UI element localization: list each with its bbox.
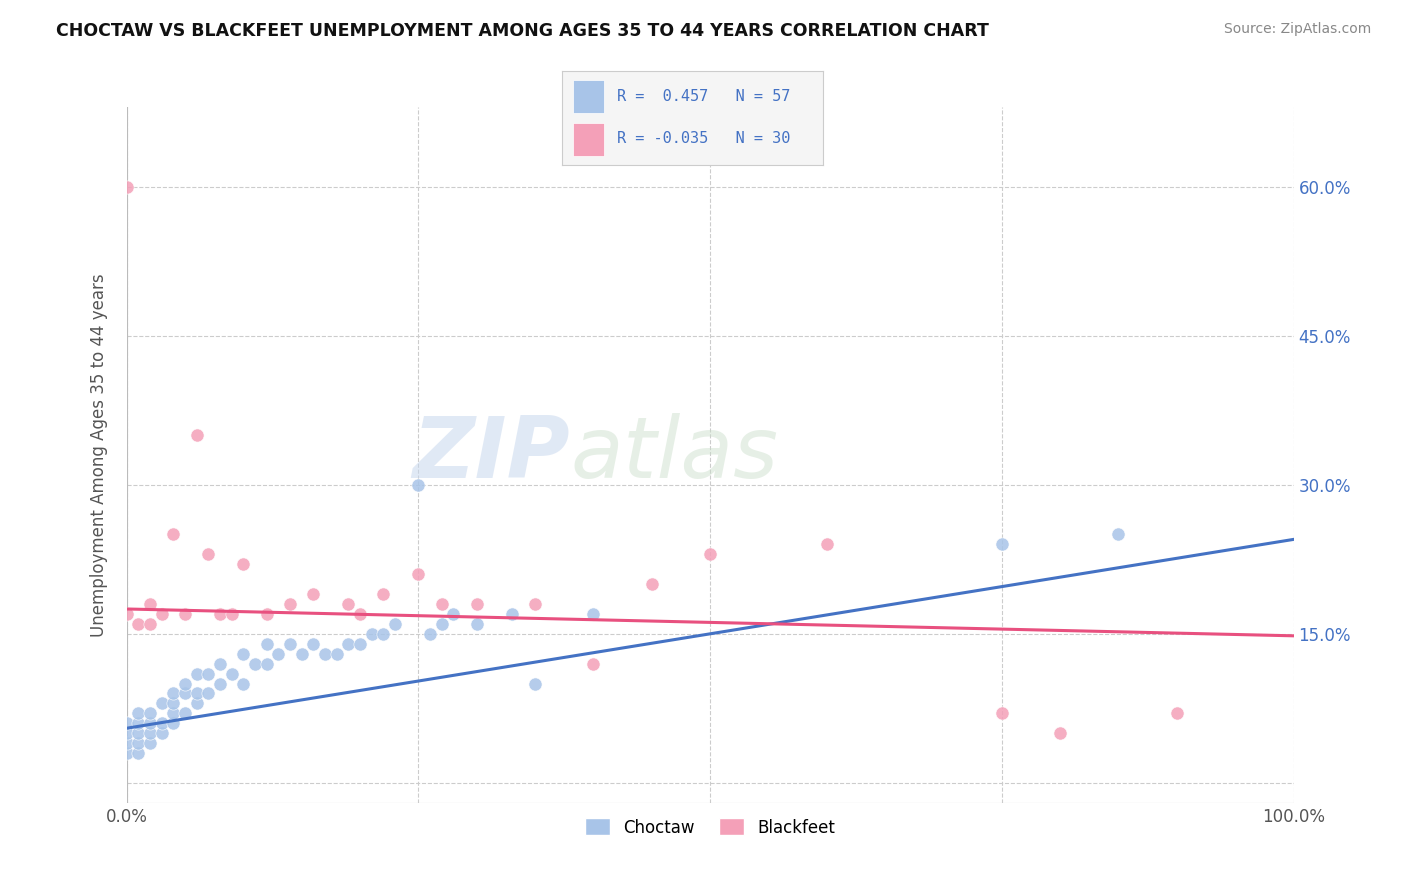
Bar xyxy=(572,123,605,156)
Point xyxy=(337,637,360,651)
Point xyxy=(465,616,488,631)
Text: R = -0.035   N = 30: R = -0.035 N = 30 xyxy=(617,131,790,146)
Text: atlas: atlas xyxy=(569,413,778,497)
Point xyxy=(127,706,149,721)
Point xyxy=(221,666,243,681)
Text: Source: ZipAtlas.com: Source: ZipAtlas.com xyxy=(1223,22,1371,37)
Point xyxy=(139,736,162,750)
Point xyxy=(430,597,453,611)
Point xyxy=(162,527,184,541)
Point xyxy=(815,537,838,551)
Point xyxy=(1166,706,1188,721)
Point xyxy=(302,637,325,651)
Point xyxy=(278,637,301,651)
Point xyxy=(243,657,266,671)
Point xyxy=(162,697,184,711)
Point xyxy=(174,607,197,621)
Point xyxy=(115,736,138,750)
Point xyxy=(267,647,290,661)
Point xyxy=(408,567,430,582)
Point xyxy=(127,616,149,631)
Point xyxy=(208,607,231,621)
Point xyxy=(501,607,523,621)
Point xyxy=(197,686,219,700)
Point xyxy=(384,616,406,631)
Point xyxy=(232,676,254,690)
Point xyxy=(115,726,138,740)
Y-axis label: Unemployment Among Ages 35 to 44 years: Unemployment Among Ages 35 to 44 years xyxy=(90,273,108,637)
Point xyxy=(139,597,162,611)
Point xyxy=(186,697,208,711)
Point xyxy=(150,697,173,711)
Point xyxy=(523,597,546,611)
Point xyxy=(139,706,162,721)
Point xyxy=(150,726,173,740)
Point xyxy=(278,597,301,611)
Point xyxy=(197,666,219,681)
Point xyxy=(139,716,162,731)
Point xyxy=(373,587,395,601)
Point xyxy=(197,547,219,561)
Point xyxy=(349,637,371,651)
Point xyxy=(174,686,197,700)
Point xyxy=(1049,726,1071,740)
Point xyxy=(174,676,197,690)
Point xyxy=(1108,527,1130,541)
Point xyxy=(150,607,173,621)
Point xyxy=(115,179,138,194)
Point xyxy=(232,558,254,572)
Point xyxy=(256,657,278,671)
Point xyxy=(302,587,325,601)
Point xyxy=(162,716,184,731)
Point xyxy=(150,716,173,731)
Point xyxy=(290,647,312,661)
Point xyxy=(208,657,231,671)
Point xyxy=(127,736,149,750)
Legend: Choctaw, Blackfeet: Choctaw, Blackfeet xyxy=(578,812,842,843)
Point xyxy=(186,666,208,681)
Point xyxy=(641,577,664,591)
Point xyxy=(208,676,231,690)
Point xyxy=(127,746,149,760)
Point xyxy=(232,647,254,661)
Point xyxy=(221,607,243,621)
Point xyxy=(430,616,453,631)
Text: CHOCTAW VS BLACKFEET UNEMPLOYMENT AMONG AGES 35 TO 44 YEARS CORRELATION CHART: CHOCTAW VS BLACKFEET UNEMPLOYMENT AMONG … xyxy=(56,22,988,40)
Point xyxy=(139,726,162,740)
Point xyxy=(139,616,162,631)
Point xyxy=(373,627,395,641)
Point xyxy=(699,547,721,561)
Point xyxy=(162,686,184,700)
Point xyxy=(990,706,1012,721)
Text: R =  0.457   N = 57: R = 0.457 N = 57 xyxy=(617,88,790,103)
Point xyxy=(360,627,382,641)
Point xyxy=(127,716,149,731)
Point xyxy=(186,686,208,700)
Text: ZIP: ZIP xyxy=(412,413,569,497)
Bar xyxy=(572,79,605,112)
Point xyxy=(582,657,605,671)
Point xyxy=(186,428,208,442)
Point xyxy=(349,607,371,621)
Point xyxy=(441,607,464,621)
Point xyxy=(174,706,197,721)
Point xyxy=(325,647,347,661)
Point xyxy=(115,607,138,621)
Point xyxy=(465,597,488,611)
Point xyxy=(162,706,184,721)
Point xyxy=(314,647,336,661)
Point xyxy=(408,477,430,491)
Point xyxy=(990,537,1012,551)
Point xyxy=(115,716,138,731)
Point xyxy=(115,746,138,760)
Point xyxy=(523,676,546,690)
Point xyxy=(337,597,360,611)
Point xyxy=(582,607,605,621)
Point xyxy=(256,637,278,651)
Point xyxy=(256,607,278,621)
Point xyxy=(419,627,441,641)
Point xyxy=(127,726,149,740)
